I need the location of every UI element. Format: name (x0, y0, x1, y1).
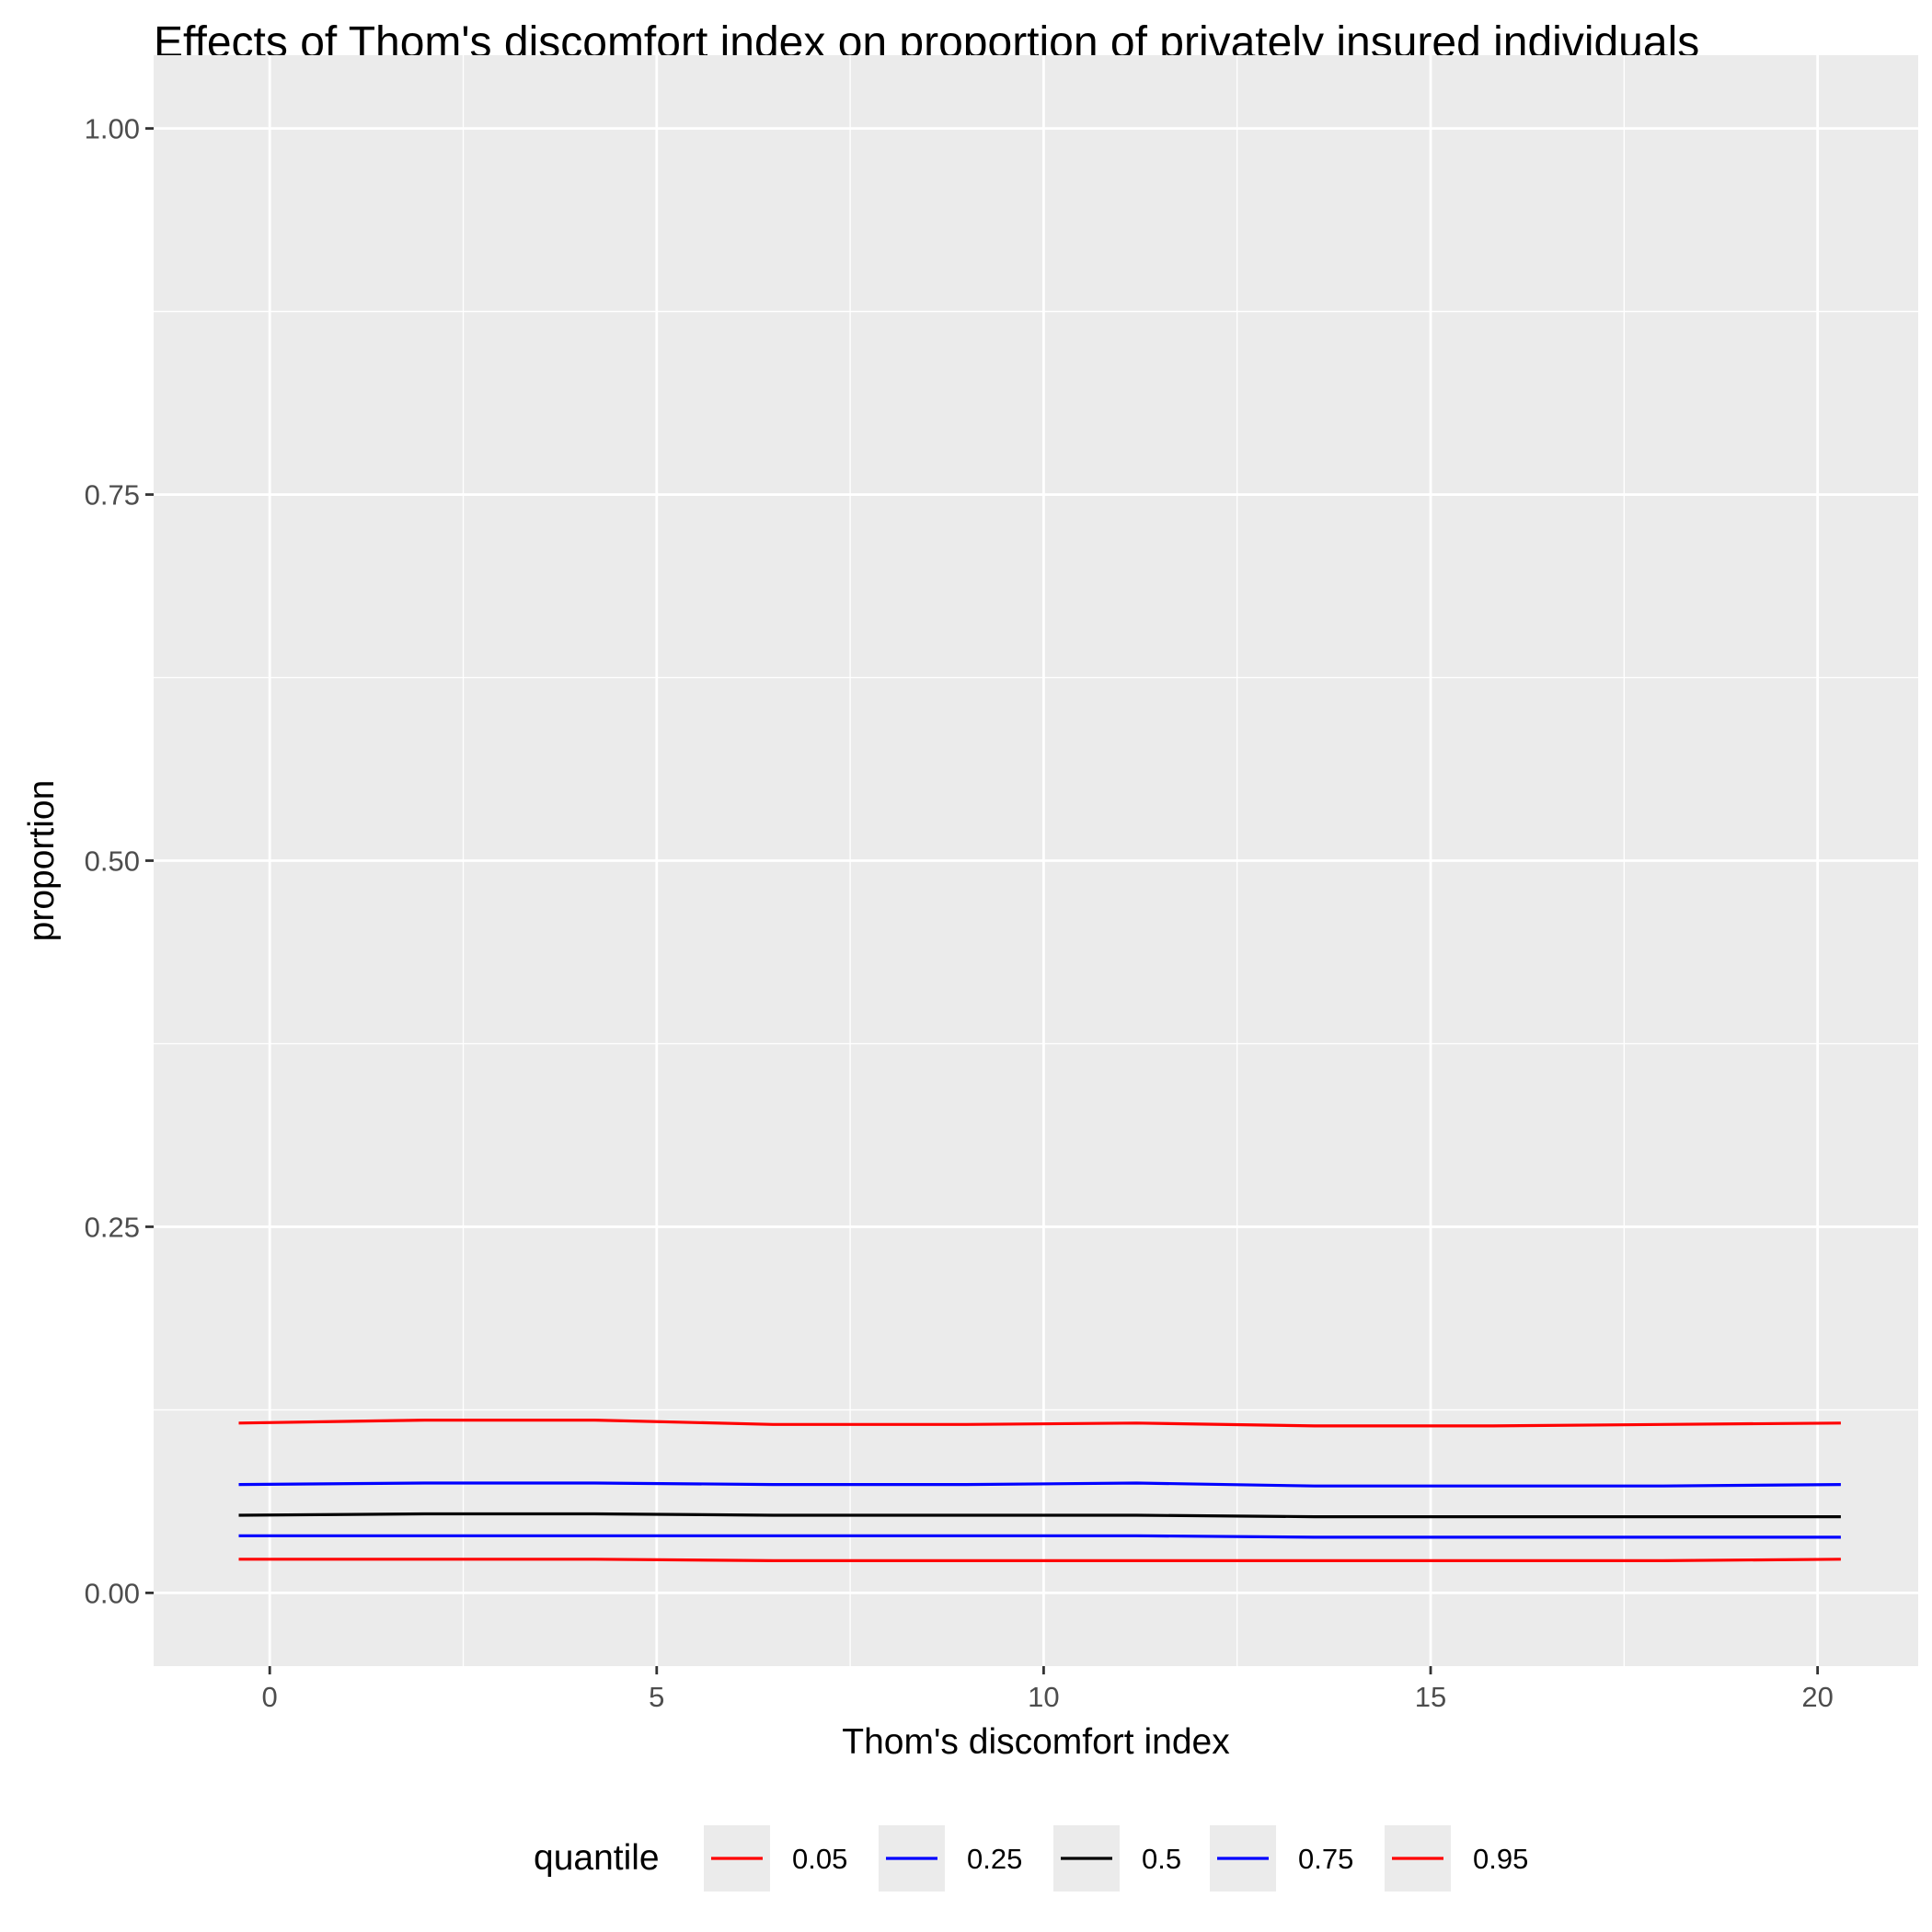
y-axis: 0.00 0.25 0.50 0.75 1.00 (85, 113, 154, 1609)
legend-label-0.05: 0.05 (792, 1843, 847, 1875)
x-tick-label: 15 (1415, 1681, 1446, 1713)
legend-title: quantile (534, 1838, 660, 1878)
series-line-0.05 (238, 1558, 1841, 1563)
x-tick-label: 10 (1028, 1681, 1059, 1713)
y-axis-title: proportion (22, 780, 62, 942)
series-line-0.5 (238, 1512, 1841, 1519)
legend-label-0.5: 0.5 (1142, 1843, 1181, 1875)
series-lines (238, 1418, 1841, 1563)
legend: quantile 0.05 0.25 0.5 0.75 0.95 (534, 1825, 1528, 1892)
y-tick-label: 0.75 (85, 479, 140, 512)
y-tick-label: 1.00 (85, 113, 140, 145)
x-axis: 0 5 10 15 20 (262, 1666, 1834, 1713)
series-line-0.75 (238, 1481, 1841, 1488)
x-tick-label: 5 (649, 1681, 664, 1713)
x-axis-title: Thom's discomfort index (842, 1722, 1230, 1762)
legend-items: 0.05 0.25 0.5 0.75 0.95 (704, 1825, 1528, 1892)
series-line-0.25 (238, 1534, 1841, 1539)
series-line-0.95 (238, 1418, 1841, 1428)
x-tick-label: 20 (1801, 1681, 1833, 1713)
legend-label-0.95: 0.95 (1473, 1843, 1528, 1875)
legend-label-0.75: 0.75 (1298, 1843, 1353, 1875)
x-tick-label: 0 (262, 1681, 278, 1713)
y-tick-label: 0.50 (85, 845, 140, 878)
legend-label-0.25: 0.25 (967, 1843, 1022, 1875)
y-tick-label: 0.00 (85, 1577, 140, 1609)
y-tick-label: 0.25 (85, 1211, 140, 1243)
grid-major (154, 55, 1918, 1666)
